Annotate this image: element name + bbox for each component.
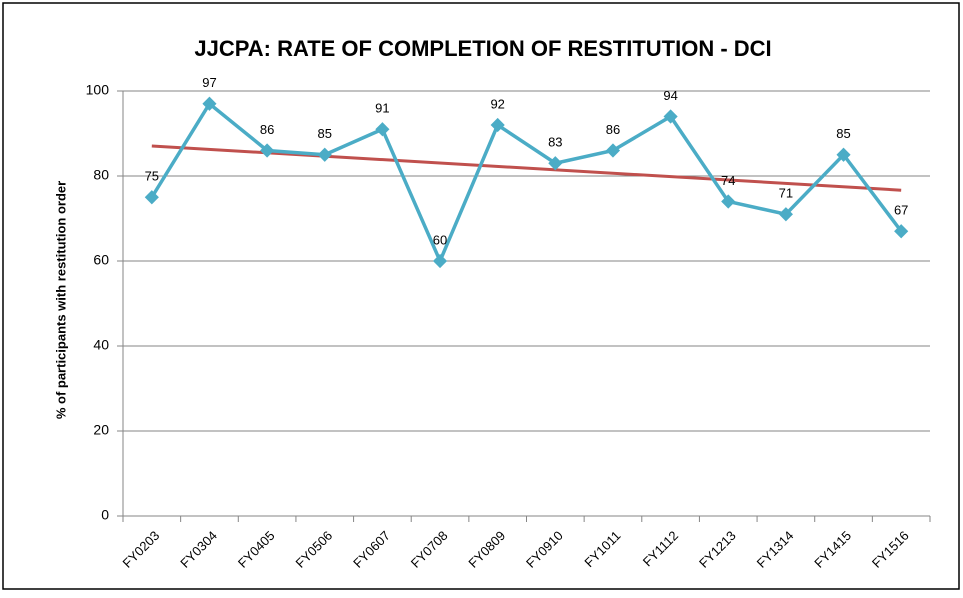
data-label: 83 (548, 135, 562, 150)
data-label: 91 (375, 101, 389, 116)
data-point (317, 147, 332, 162)
data-label: 97 (202, 75, 216, 90)
data-point (605, 143, 621, 158)
chart-border (2, 2, 960, 590)
data-point (663, 109, 678, 124)
data-point (778, 207, 793, 222)
data-label: 74 (721, 173, 735, 188)
data-label: 94 (663, 88, 677, 103)
data-label: 86 (606, 122, 620, 137)
data-label: 92 (490, 96, 504, 111)
data-label: 67 (894, 203, 908, 218)
data-label: 75 (145, 169, 159, 184)
data-point (490, 117, 505, 133)
data-point (894, 224, 909, 239)
data-point (836, 147, 851, 162)
data-point (375, 122, 390, 137)
data-label: 85 (836, 126, 850, 141)
data-label: 86 (260, 122, 274, 137)
data-point (144, 190, 159, 205)
data-label: 85 (318, 126, 332, 141)
data-point (721, 194, 736, 209)
y-tick-label: 0 (101, 507, 109, 523)
data-label: 71 (779, 186, 793, 201)
chart-title: JJCPA: RATE OF COMPLETION OF RESTITUTION… (194, 36, 771, 61)
y-tick-label: 40 (93, 337, 109, 353)
series-line (150, 101, 903, 266)
data-point (260, 143, 275, 158)
y-tick-label: 20 (93, 422, 109, 438)
y-tick-label: 80 (93, 167, 109, 183)
data-point (548, 156, 563, 171)
data-point (432, 253, 448, 269)
y-tick-label: 60 (93, 252, 109, 268)
y-tick-label: 100 (86, 82, 110, 98)
data-label: 60 (433, 232, 447, 247)
trend-line (151, 144, 902, 192)
y-axis-label: % of participants with restitution order (53, 181, 68, 419)
